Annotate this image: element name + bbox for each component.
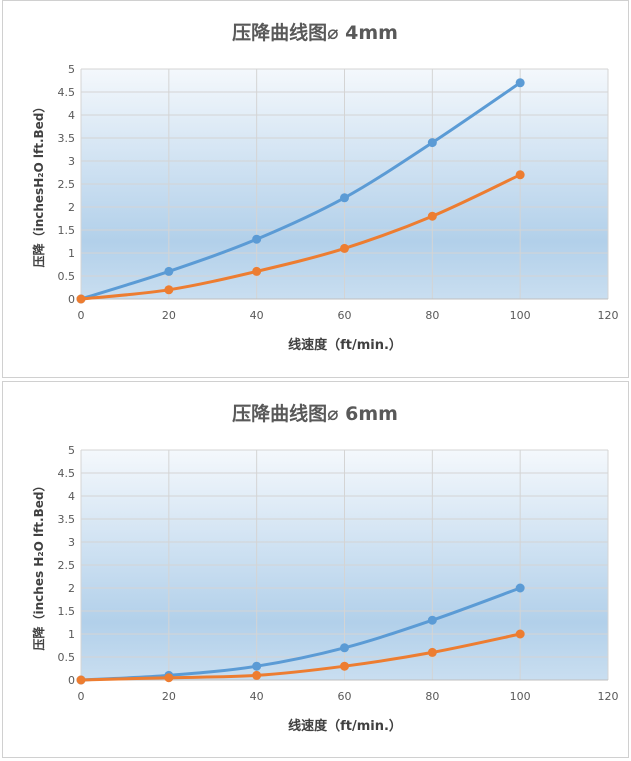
x-tick-label: 0 bbox=[78, 309, 85, 322]
chart-title: 压降曲线图⌀ 6mm bbox=[232, 402, 398, 425]
data-point-blue bbox=[340, 643, 349, 653]
y-tick-label: 0 bbox=[68, 293, 75, 306]
series-line-orange bbox=[80, 173, 521, 301]
data-point-orange bbox=[340, 243, 349, 253]
y-tick-label: 0.5 bbox=[58, 651, 76, 664]
y-tick-label: 1 bbox=[68, 247, 75, 260]
chart-panel-6mm: 压降曲线图⌀ 6mm 0 0.5 1 1.5 2 2.5 3 3.5 4 4.5 5 0 20 40 60 80… bbox=[2, 381, 629, 758]
y-axis-title: 压降（inches H₂O lft.Bed） bbox=[31, 480, 46, 651]
y-tick-label: 2.5 bbox=[58, 559, 76, 572]
chart-4mm: 压降曲线图⌀ 4mm 0 0.5 1 1.5 2 2.5 3 3.5 4 4.5 5 0 20 40 60 80… bbox=[31, 21, 619, 353]
y-tick-label: 1.5 bbox=[58, 224, 76, 237]
x-axis-title: 线速度（ft/min.） bbox=[288, 718, 402, 734]
y-tick-label: 0.5 bbox=[58, 270, 76, 283]
y-tick-label: 2.5 bbox=[58, 178, 76, 191]
y-axis-title: 压降（inchesH₂O lft.Bed） bbox=[31, 101, 46, 268]
x-tick-label: 80 bbox=[425, 690, 439, 703]
y-tick-label: 2 bbox=[68, 201, 75, 214]
data-point-orange bbox=[76, 294, 86, 304]
x-tick-label: 100 bbox=[510, 309, 531, 322]
data-point-orange bbox=[427, 647, 437, 657]
y-tick-label: 2 bbox=[68, 582, 75, 595]
chart-panel-4mm: 压降曲线图⌀ 4mm 0 0.5 1 1.5 2 2.5 3 3.5 4 4.5 5 0 20 40 60 80… bbox=[2, 0, 629, 378]
y-tick-label: 4 bbox=[68, 490, 75, 503]
data-point-blue bbox=[252, 661, 262, 671]
x-tick-label: 40 bbox=[250, 309, 264, 322]
data-point-blue bbox=[427, 138, 437, 148]
y-tick-label: 3.5 bbox=[58, 132, 76, 145]
data-point-orange bbox=[252, 670, 262, 680]
data-point-orange bbox=[164, 673, 174, 683]
x-tick-label: 120 bbox=[598, 690, 619, 703]
chart-title: 压降曲线图⌀ 4mm bbox=[232, 21, 398, 44]
data-point-blue bbox=[515, 583, 525, 593]
y-tick-label: 5 bbox=[68, 63, 75, 76]
x-tick-label: 120 bbox=[598, 309, 619, 322]
data-point-blue bbox=[252, 234, 262, 244]
chart-6mm: 压降曲线图⌀ 6mm 0 0.5 1 1.5 2 2.5 3 3.5 4 4.5 5 0 20 40 60 80… bbox=[31, 402, 619, 734]
x-tick-label: 100 bbox=[510, 690, 531, 703]
y-tick-label: 5 bbox=[68, 444, 75, 457]
data-point-orange bbox=[427, 211, 437, 221]
data-point-blue bbox=[427, 615, 437, 625]
x-tick-label: 80 bbox=[425, 309, 439, 322]
y-tick-label: 3 bbox=[68, 536, 75, 549]
data-point-orange bbox=[76, 675, 86, 685]
x-axis-title: 线速度（ft/min.） bbox=[288, 337, 402, 353]
data-point-blue bbox=[164, 266, 174, 276]
series-line-blue bbox=[80, 586, 521, 682]
x-tick-label: 60 bbox=[338, 309, 352, 322]
x-tick-label: 40 bbox=[250, 690, 264, 703]
x-tick-label: 60 bbox=[338, 690, 352, 703]
x-tick-label: 0 bbox=[78, 690, 85, 703]
y-tick-label: 4 bbox=[68, 109, 75, 122]
data-point-orange bbox=[252, 266, 262, 276]
y-tick-label: 3 bbox=[68, 155, 75, 168]
series-line-orange bbox=[80, 632, 521, 682]
y-tick-label: 1.5 bbox=[58, 605, 76, 618]
data-point-orange bbox=[164, 285, 174, 295]
series-line-blue bbox=[80, 81, 522, 301]
y-tick-label: 4.5 bbox=[58, 467, 76, 480]
y-tick-label: 1 bbox=[68, 628, 75, 641]
data-point-orange bbox=[515, 629, 525, 639]
data-point-blue bbox=[340, 193, 349, 203]
data-point-orange bbox=[340, 661, 349, 671]
x-tick-label: 20 bbox=[162, 690, 176, 703]
y-tick-label: 4.5 bbox=[58, 86, 76, 99]
y-tick-label: 0 bbox=[68, 674, 75, 687]
y-tick-label: 3.5 bbox=[58, 513, 76, 526]
data-point-blue bbox=[515, 78, 525, 88]
data-point-orange bbox=[515, 170, 525, 180]
x-tick-label: 20 bbox=[162, 309, 176, 322]
